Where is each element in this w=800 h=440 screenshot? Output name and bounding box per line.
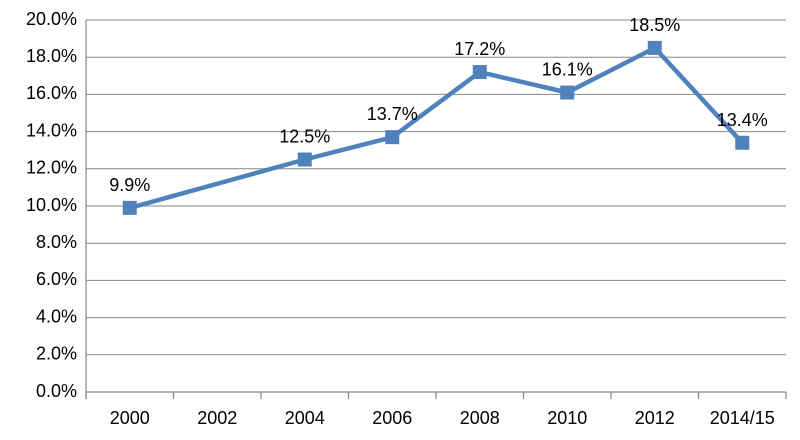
y-axis-tick-labels: 0.0% 2.0% 4.0% 6.0% 8.0% 10.0% 12.0% 14.0% 16.0%… [26, 9, 77, 401]
data-label: 16.1% [542, 60, 593, 80]
y-tick-label: 14.0% [26, 120, 77, 140]
x-tick-label: 2002 [197, 408, 237, 428]
axes [85, 20, 787, 399]
y-tick-label: 4.0% [36, 306, 77, 326]
data-point-marker [647, 40, 662, 55]
y-tick-label: 8.0% [36, 232, 77, 252]
data-point-marker [122, 200, 137, 215]
data-label: 17.2% [454, 39, 505, 59]
data-label: 13.4% [717, 110, 768, 130]
x-tick-label: 2008 [460, 408, 500, 428]
y-tick-label: 6.0% [36, 269, 77, 289]
data-point-marker [472, 65, 487, 80]
x-tick-label: 2006 [372, 408, 412, 428]
y-tick-label: 18.0% [26, 46, 77, 66]
data-label: 13.7% [367, 104, 418, 124]
data-point-marker [385, 130, 400, 145]
data-labels: 9.9% 12.5% 13.7% 17.2% 16.1% 18.5% 13.4% [109, 15, 768, 195]
x-tick-label: 2000 [110, 408, 150, 428]
y-tick-label: 16.0% [26, 83, 77, 103]
x-tick-label: 2004 [285, 408, 325, 428]
x-axis-tick-labels: 2000 2002 2004 2006 2008 2010 2012 2014/15 [110, 408, 775, 428]
x-tick-label: 2012 [635, 408, 675, 428]
data-label: 18.5% [629, 15, 680, 35]
y-tick-label: 2.0% [36, 344, 77, 364]
data-label: 12.5% [279, 127, 330, 147]
x-tick-label: 2010 [547, 408, 587, 428]
y-tick-label: 20.0% [26, 9, 77, 29]
data-point-marker [735, 135, 750, 150]
y-tick-label: 0.0% [36, 381, 77, 401]
data-point-marker [297, 152, 312, 167]
y-tick-label: 10.0% [26, 195, 77, 215]
y-tick-label: 12.0% [26, 158, 77, 178]
series-line [129, 45, 744, 211]
data-point-marker [560, 85, 575, 100]
series-group [122, 40, 750, 215]
x-tick-label: 2014/15 [710, 408, 775, 428]
data-label: 9.9% [109, 175, 150, 195]
gridlines [86, 19, 786, 356]
